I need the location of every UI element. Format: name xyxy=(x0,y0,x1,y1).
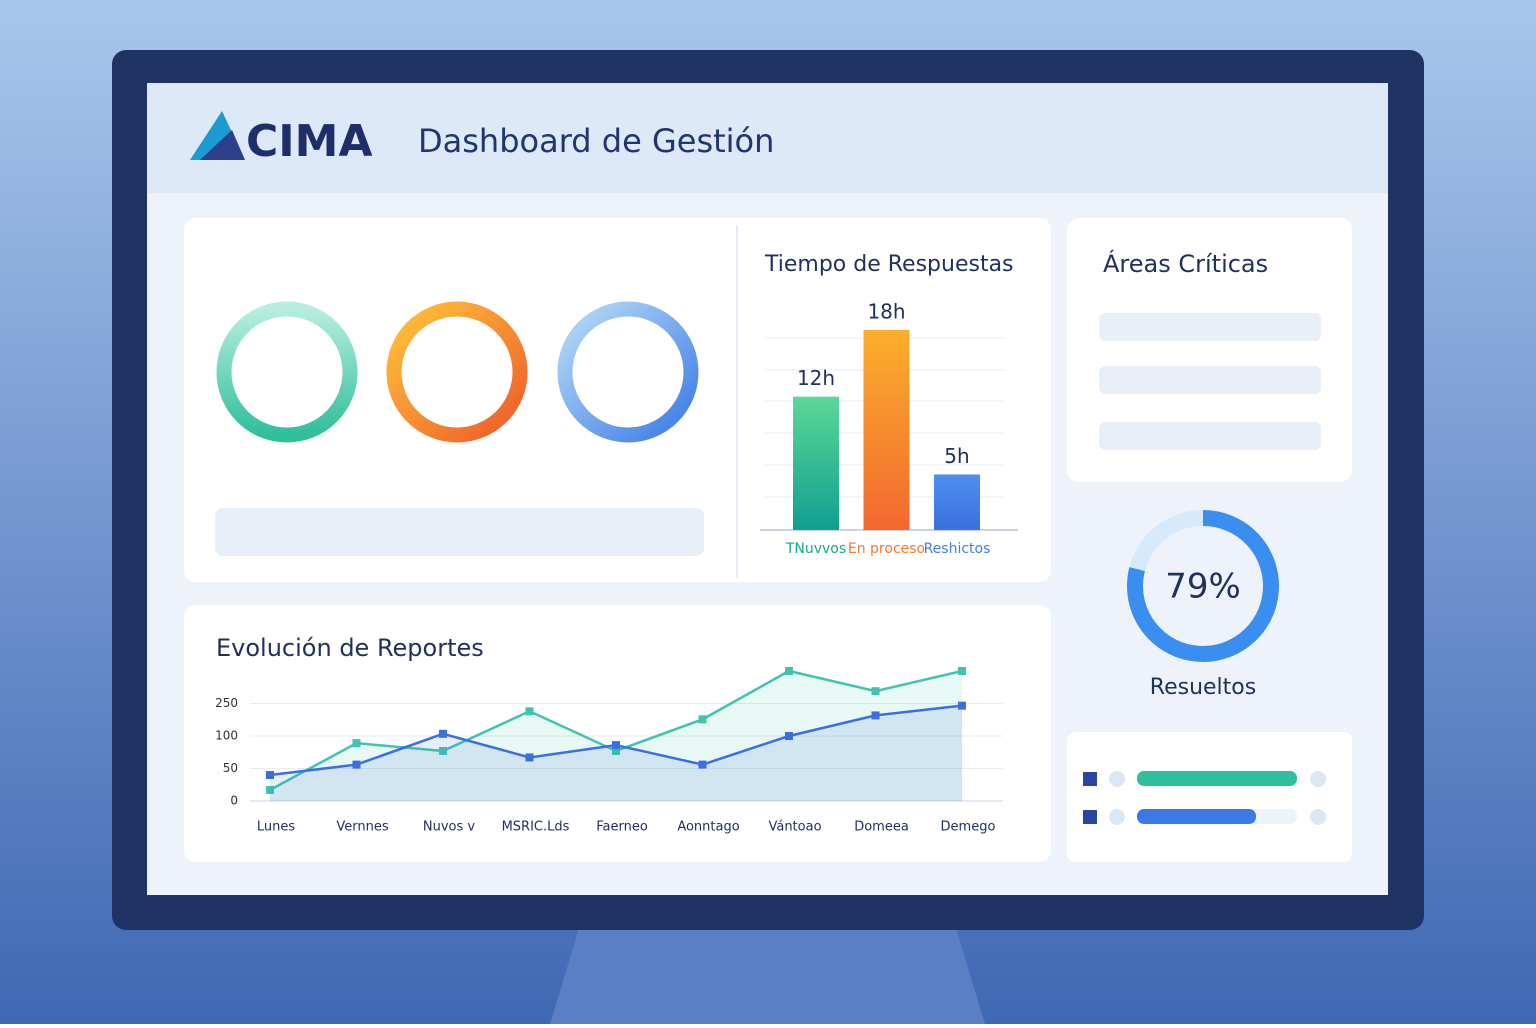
legend-icon xyxy=(1083,772,1097,786)
x-tick-label: Vántoao xyxy=(768,820,821,835)
placeholder xyxy=(215,508,704,556)
dot xyxy=(1109,771,1125,787)
gauge-value: 79% xyxy=(1165,567,1241,607)
x-tick-label: En proceso xyxy=(848,541,925,557)
dot xyxy=(1310,771,1326,787)
chart-title: Tiempo de Respuestas xyxy=(764,252,1014,277)
point xyxy=(352,739,361,748)
y-tick-label: 0 xyxy=(230,794,238,808)
point xyxy=(958,667,966,675)
x-tick-label: Nuvos v xyxy=(423,820,476,835)
point xyxy=(785,732,793,740)
gauge-arc xyxy=(1127,510,1279,662)
point xyxy=(612,741,620,750)
card xyxy=(1067,732,1352,862)
x-tick-label: Demego xyxy=(941,820,996,835)
area xyxy=(270,705,962,801)
x-tick-label: Vernnes xyxy=(336,820,388,835)
x-tick-label: Reshictos xyxy=(924,541,991,557)
donut xyxy=(216,301,358,443)
area xyxy=(270,671,962,801)
placeholder xyxy=(1099,422,1321,450)
point xyxy=(525,753,534,762)
stand xyxy=(550,925,985,1024)
dot xyxy=(1310,809,1326,825)
point xyxy=(958,701,966,710)
x-tick-label: TNuvvos xyxy=(785,541,846,557)
point xyxy=(266,785,274,794)
card xyxy=(1067,218,1352,482)
card xyxy=(184,605,1051,862)
bar xyxy=(793,396,839,530)
point xyxy=(698,715,707,724)
x-tick-label: Domeea xyxy=(854,820,909,835)
legend-icon xyxy=(1083,810,1097,824)
point xyxy=(439,729,447,738)
x-tick-label: Aonntago xyxy=(677,820,739,835)
point xyxy=(439,746,447,755)
value-label: 18h xyxy=(867,300,905,324)
progress xyxy=(1137,771,1297,786)
bar xyxy=(863,330,910,530)
dot xyxy=(1109,809,1125,825)
point xyxy=(785,667,793,675)
point xyxy=(698,760,707,769)
value-label: 5h xyxy=(944,444,969,468)
gauge-label: Resueltos xyxy=(1150,675,1256,700)
donut xyxy=(557,301,699,443)
header-bar xyxy=(147,83,1388,193)
y-tick-label: 250 xyxy=(215,696,238,710)
placeholder xyxy=(1099,366,1321,394)
bar xyxy=(934,474,980,530)
point xyxy=(871,687,880,696)
point xyxy=(352,760,361,769)
point xyxy=(612,746,620,755)
point xyxy=(871,711,880,720)
donut xyxy=(386,301,528,443)
y-tick-label: 50 xyxy=(223,761,238,775)
placeholder xyxy=(1099,313,1321,341)
point xyxy=(266,771,274,779)
x-tick-label: MSRIC.Lds xyxy=(502,820,570,835)
logo-text: CIMA xyxy=(246,116,373,167)
logo-mark-shade xyxy=(200,130,245,160)
progress xyxy=(1137,809,1256,824)
page-title: Dashboard de Gestión xyxy=(418,122,774,160)
card-title: Áreas Críticas xyxy=(1103,249,1268,278)
x-tick-label: Lunes xyxy=(257,820,295,835)
x-tick-label: Faerneo xyxy=(596,820,648,835)
y-tick-label: 100 xyxy=(215,729,238,743)
value-label: 12h xyxy=(797,366,835,390)
chart-title: Evolución de Reportes xyxy=(216,634,484,662)
point xyxy=(525,707,534,716)
